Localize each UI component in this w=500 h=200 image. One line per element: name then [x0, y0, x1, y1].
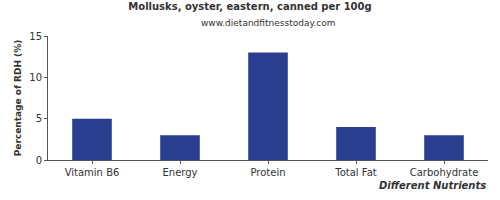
svg-text:Percentage of RDH (%): Percentage of RDH (%): [13, 40, 23, 157]
svg-text:Total Fat: Total Fat: [334, 167, 376, 178]
svg-text:www.dietandfitnesstoday.com: www.dietandfitnesstoday.com: [201, 18, 336, 28]
svg-text:Vitamin B6: Vitamin B6: [65, 167, 120, 178]
svg-text:Carbohydrate: Carbohydrate: [410, 167, 479, 178]
svg-text:Protein: Protein: [250, 167, 285, 178]
svg-text:15: 15: [29, 31, 42, 42]
svg-text:Mollusks, oyster, eastern, can: Mollusks, oyster, eastern, canned per 10…: [128, 1, 371, 12]
svg-text:5: 5: [36, 113, 42, 124]
svg-text:0: 0: [36, 155, 42, 166]
svg-text:10: 10: [29, 72, 42, 83]
svg-text:Energy: Energy: [162, 167, 197, 178]
svg-text:Different Nutrients: Different Nutrients: [379, 180, 486, 191]
